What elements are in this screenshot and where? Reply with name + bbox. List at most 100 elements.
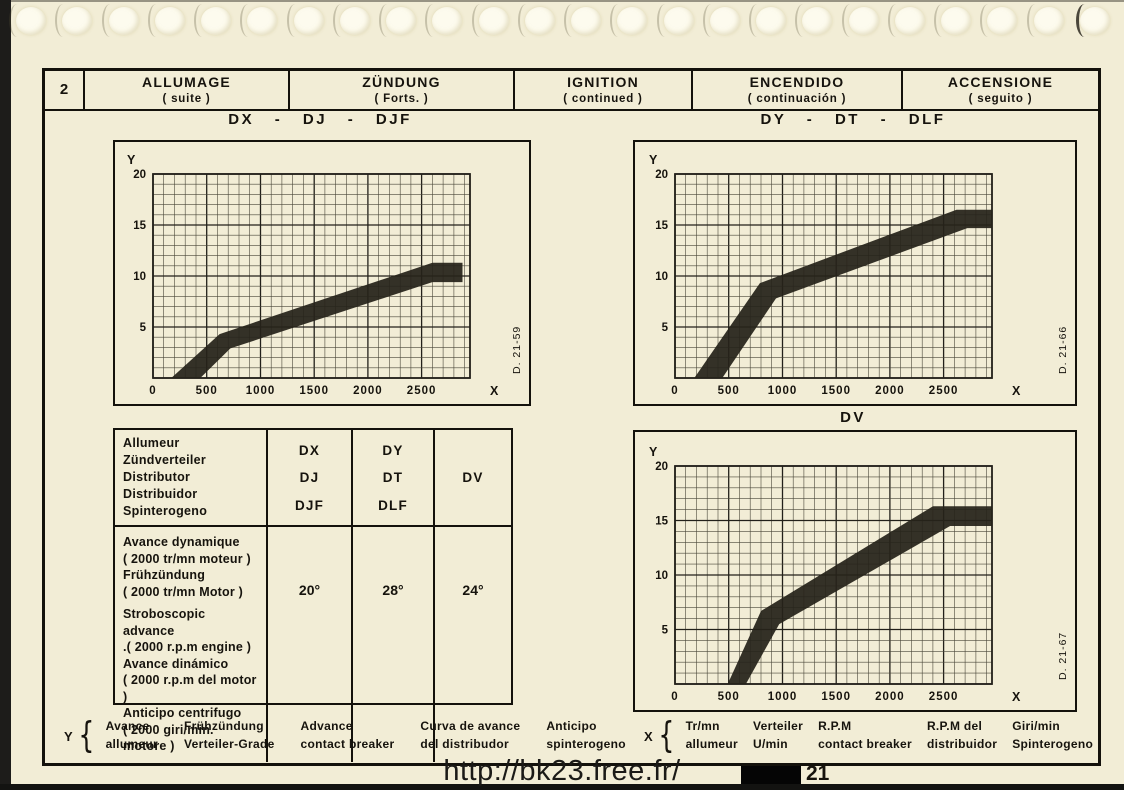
y-tick: 20 [655,461,668,473]
binder-hole [887,4,925,37]
y-tick: 5 [662,625,669,637]
content-frame [42,68,1101,766]
x-axis-legend: X{Tr/mn allumeur Verteiler U/min R.P.M contac… [644,715,1093,755]
binder-hole [471,4,509,37]
x-tick: 2000 [875,385,905,397]
advance-value: 24° [435,527,511,762]
axis-letter: Y [64,728,73,744]
model-code: DT [382,470,404,485]
legend-entry: Advance contact breaker [301,717,395,753]
legend-line: del distribudor [420,737,509,751]
legend-entries: Tr/mn allumeur Verteiler U/min R.P.M contact … [686,717,1094,753]
x-tick: 500 [196,385,218,397]
binder-hole [841,4,879,37]
x-tick: 0 [671,385,678,397]
advance-degrees: 28° [382,582,404,598]
x-tick: 2500 [929,385,959,397]
label-line: Avance dinámico [123,656,229,671]
legend-line: Verteiler-Grade [184,737,275,751]
legend-line: allumeur [105,737,158,751]
y-axis-label: Y [127,153,136,167]
legend-line: Curva de avance [420,719,521,733]
header-title: IGNITION [567,74,639,91]
legend-line: Avance [105,719,150,733]
axis-letter: X [644,728,653,744]
x-tick: 1000 [768,385,798,397]
advance-band [727,506,992,684]
x-tick: 1000 [246,385,276,397]
model-code: DJF [294,497,325,513]
y-tick: 20 [133,169,146,181]
table-row-distributors: Allumeur Zündverteiler Distributor Distribu… [115,430,511,527]
y-tick: 5 [662,322,669,334]
binder-hole [1075,4,1110,37]
distributor-models: DX DJ DJF [268,430,353,525]
language-header: 2 ALLUMAGE( suite ) ZÜNDUNG( Forts. ) IGNI… [45,71,1098,111]
binder-hole [332,4,370,37]
binder-hole [9,4,46,37]
y-tick: 5 [140,322,147,334]
page-number-marker [741,766,801,784]
advance-degrees: 24° [462,582,484,598]
axis-symbol: X{ [644,717,678,755]
x-tick: 1500 [821,691,851,703]
legend-line: Advance [300,719,353,733]
distributor-models: DV [435,430,511,525]
chart-svg: 0 500 1000 1500 2000 2500 5 10 15 20 Y X D. 21-67 [649,445,1069,704]
label-line: .( 2000 r.p.m engine ) [123,640,252,654]
binder-hole [656,4,694,37]
binder-hole [702,4,740,37]
y-axis-legend: Y{Avance allumeur Frühzündung Verteiler-Gra… [64,715,626,755]
chart-dv: 0 500 1000 1500 2000 2500 5 10 15 20 Y X D. 21-67 [633,430,1077,712]
x-tick: 500 [718,385,740,397]
header-subtitle: ( seguito ) [968,92,1033,105]
header-subtitle: ( Forts. ) [374,92,429,105]
x-tick: 1000 [768,691,798,703]
x-tick: 2500 [929,691,959,703]
y-tick: 15 [655,516,668,528]
label-line: Anticipo centrifugo [123,706,242,720]
scan-edge-left [0,0,11,790]
label-line: ( 2000 giri/min. motore ) [123,722,214,754]
label-line: ( 2000 r.p.m del motor ) [123,673,257,704]
legend-entry: Curva de avance del distribudor [420,717,520,753]
label-line: Distributor [123,470,191,484]
legend-line: allumeur [685,737,738,751]
x-tick: 2500 [407,385,437,397]
label-line: Stroboscopic advance [123,607,206,638]
x-tick: 2000 [353,385,383,397]
x-tick: 0 [671,691,678,703]
y-tick: 15 [655,220,668,232]
binder-hole [286,4,324,37]
distributor-labels: Allumeur Zündverteiler Distributor Distribu… [115,430,268,525]
page-number: 21 [806,762,830,785]
binder-hole [564,4,601,37]
binder-hole [934,4,971,37]
legend-entry: Anticipo spinterogeno [546,717,626,753]
binder-hole [379,4,416,37]
legend-line: R.P.M del [926,719,983,733]
binder-hole [610,4,648,37]
legend-entry: Frühzündung Verteiler-Grade [184,717,275,753]
legend-line: distribuidor [926,737,998,751]
x-axis-label: X [1012,690,1021,704]
legend-line: Verteiler [753,719,804,733]
binder-hole [425,4,463,37]
binder-holes [9,4,1110,37]
header-title: ACCENSIONE [947,74,1054,91]
legend-entry: Giri/min Spinterogeno [1012,717,1093,753]
legend-entry: R.P.M contact breaker [818,717,912,753]
y-tick: 20 [655,169,668,181]
advance-band [171,262,463,378]
binder-hole [147,4,185,37]
model-code: DV [462,470,484,485]
label-line: ( 2000 tr/mn moteur ) [123,551,251,566]
legend-line: Tr/mn [685,719,720,733]
chart3-title: DV [840,409,866,426]
header-cell-zündung: ZÜNDUNG( Forts. ) [290,71,515,109]
y-tick: 10 [655,570,668,582]
scan-edge-bottom [0,784,1124,790]
binder-hole [749,4,786,37]
header-cell-allumage: ALLUMAGE( suite ) [85,71,290,109]
drawing-ref: D. 21-67 [1057,632,1069,680]
